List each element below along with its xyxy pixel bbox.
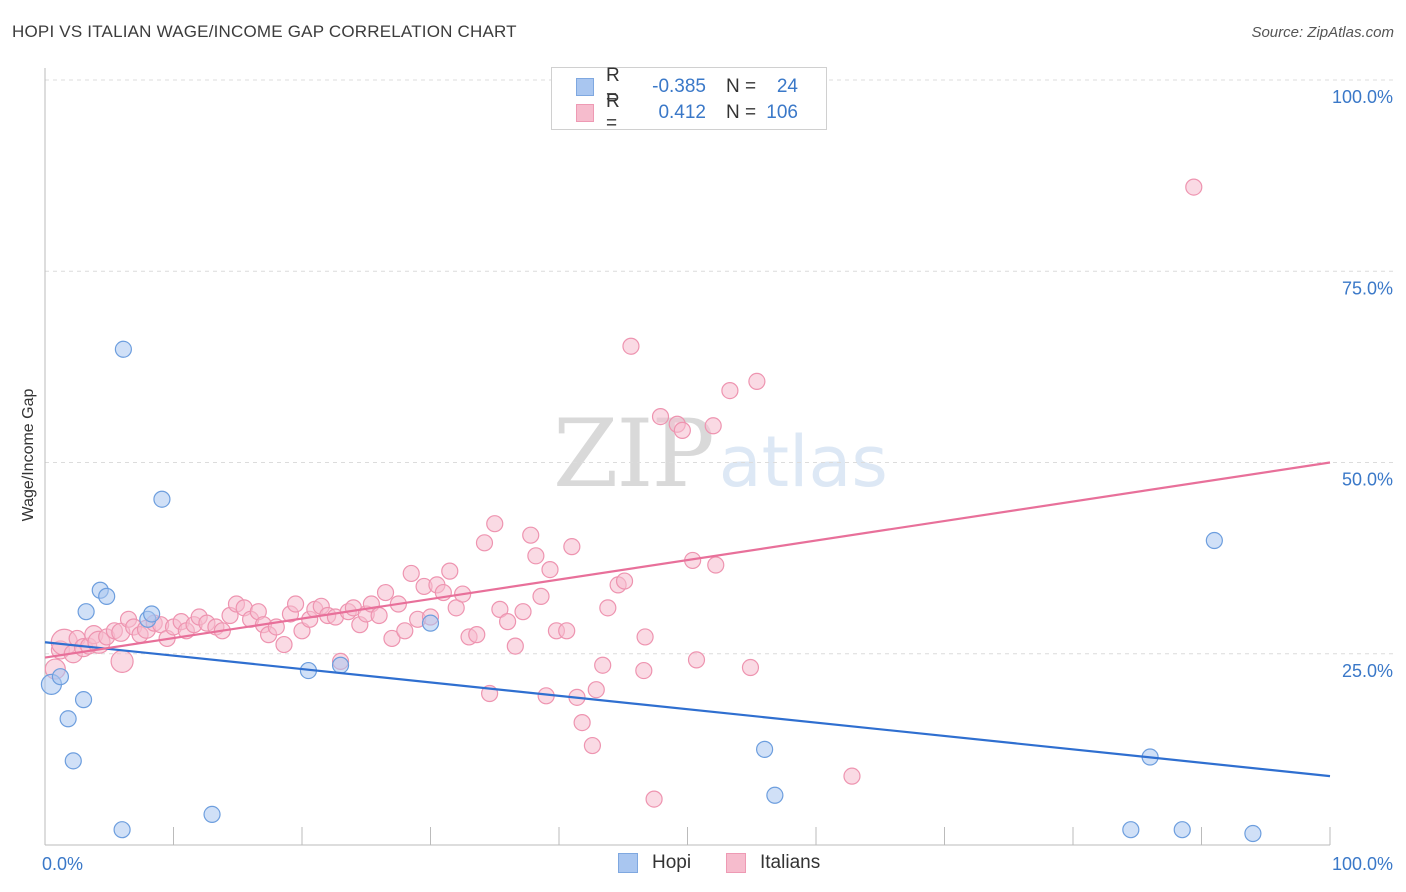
point-italians [376, 583, 395, 602]
point-hopi [1244, 824, 1262, 843]
point-hopi [143, 605, 161, 623]
point-italians [583, 736, 602, 755]
point-italians [594, 656, 612, 674]
bottom-legend-hopi: Hopi [618, 852, 691, 874]
point-italians [468, 626, 486, 644]
correlation-legend: R = -0.385 N = 24 R = 0.412 N = 106 [551, 65, 827, 134]
point-hopi [331, 656, 350, 674]
legend-row-hopi: R = -0.385 N = 24 [576, 65, 798, 108]
point-hopi [203, 805, 221, 824]
y-tick-label: 100.0% [1332, 87, 1393, 107]
point-italians [843, 767, 861, 785]
point-hopi [98, 587, 116, 605]
point-italians [635, 661, 653, 680]
trendline-italians [44, 461, 1331, 659]
point-italians [704, 417, 722, 435]
point-italians [721, 381, 739, 400]
point-italians [402, 564, 420, 583]
point-italians [275, 635, 293, 654]
point-italians [741, 658, 760, 677]
point-italians [370, 606, 388, 625]
bottom-legend-italians: Italians [726, 852, 820, 874]
watermark-zip: ZIP [553, 400, 715, 509]
point-italians [447, 599, 465, 617]
legend-r-label: R = [606, 65, 620, 108]
trendline-hopi [44, 641, 1331, 778]
x-tick-label-start: 0.0% [42, 854, 83, 874]
point-hopi [51, 668, 70, 686]
bottom-legend-swatch-italians [726, 853, 746, 873]
point-italians [506, 637, 524, 655]
legend-r-value: -0.385 [652, 76, 706, 97]
legend-n-value: 106 [766, 102, 798, 123]
point-italians [748, 372, 766, 391]
point-italians [491, 600, 509, 618]
point-italians [558, 622, 576, 640]
point-italians [441, 562, 459, 580]
legend-swatch-hopi [576, 78, 594, 96]
point-italians [707, 556, 725, 574]
y-tick-label: 75.0% [1342, 278, 1393, 298]
legend-r-label: R = [606, 91, 620, 134]
legend-row-italians: R = 0.412 N = 106 [576, 91, 798, 134]
point-hopi [153, 490, 171, 508]
point-italians [673, 421, 691, 439]
source-credit: Source: ZipAtlas.com [1251, 24, 1394, 41]
point-hopi [59, 710, 77, 728]
point-italians [622, 337, 640, 355]
legend-r-value: 0.412 [658, 102, 706, 123]
point-italians [636, 628, 654, 646]
watermark-atlas: atlas [718, 421, 888, 503]
legend-n-label: N = [726, 102, 757, 123]
point-italians [514, 603, 532, 621]
point-italians [1185, 178, 1203, 196]
legend-n-label: N = [726, 76, 757, 97]
bottom-legend-label-italians: Italians [760, 852, 821, 873]
point-hopi [74, 691, 93, 709]
y-tick-label: 25.0% [1342, 661, 1393, 681]
point-hopi [766, 786, 784, 804]
point-italians [587, 681, 605, 699]
point-italians [286, 595, 305, 613]
point-italians [396, 622, 414, 640]
bottom-legend-label-hopi: Hopi [652, 852, 692, 873]
point-hopi [1205, 531, 1223, 550]
y-tick-label: 50.0% [1342, 470, 1393, 490]
point-hopi [1173, 821, 1191, 839]
point-hopi [77, 603, 95, 621]
point-italians [110, 649, 134, 674]
point-italians [527, 547, 545, 565]
point-hopi [755, 740, 774, 758]
point-italians [573, 713, 591, 732]
point-italians [522, 526, 540, 544]
point-italians [532, 587, 550, 605]
point-hopi [1122, 821, 1140, 839]
point-hopi [113, 821, 131, 839]
bottom-legend-swatch-hopi [618, 853, 638, 873]
point-hopi [421, 614, 440, 632]
point-italians [563, 538, 581, 556]
x-tick-label-end: 100.0% [1332, 854, 1393, 874]
point-italians [383, 629, 401, 648]
point-hopi [64, 752, 82, 770]
chart-title: HOPI VS ITALIAN WAGE/INCOME GAP CORRELAT… [12, 22, 517, 41]
point-hopi [114, 340, 132, 358]
point-italians [486, 515, 504, 533]
legend-swatch-italians [576, 104, 594, 122]
point-italians [651, 408, 670, 426]
point-italians [475, 534, 494, 552]
point-italians [645, 790, 663, 808]
point-italians [541, 560, 559, 579]
point-italians [599, 599, 617, 617]
watermark: ZIPatlas [553, 400, 888, 509]
legend-n-value: 24 [776, 76, 798, 97]
y-axis-label: Wage/Income Gap [20, 388, 37, 522]
point-italians [499, 613, 517, 631]
point-italians [687, 651, 706, 669]
point-italians [615, 572, 634, 590]
